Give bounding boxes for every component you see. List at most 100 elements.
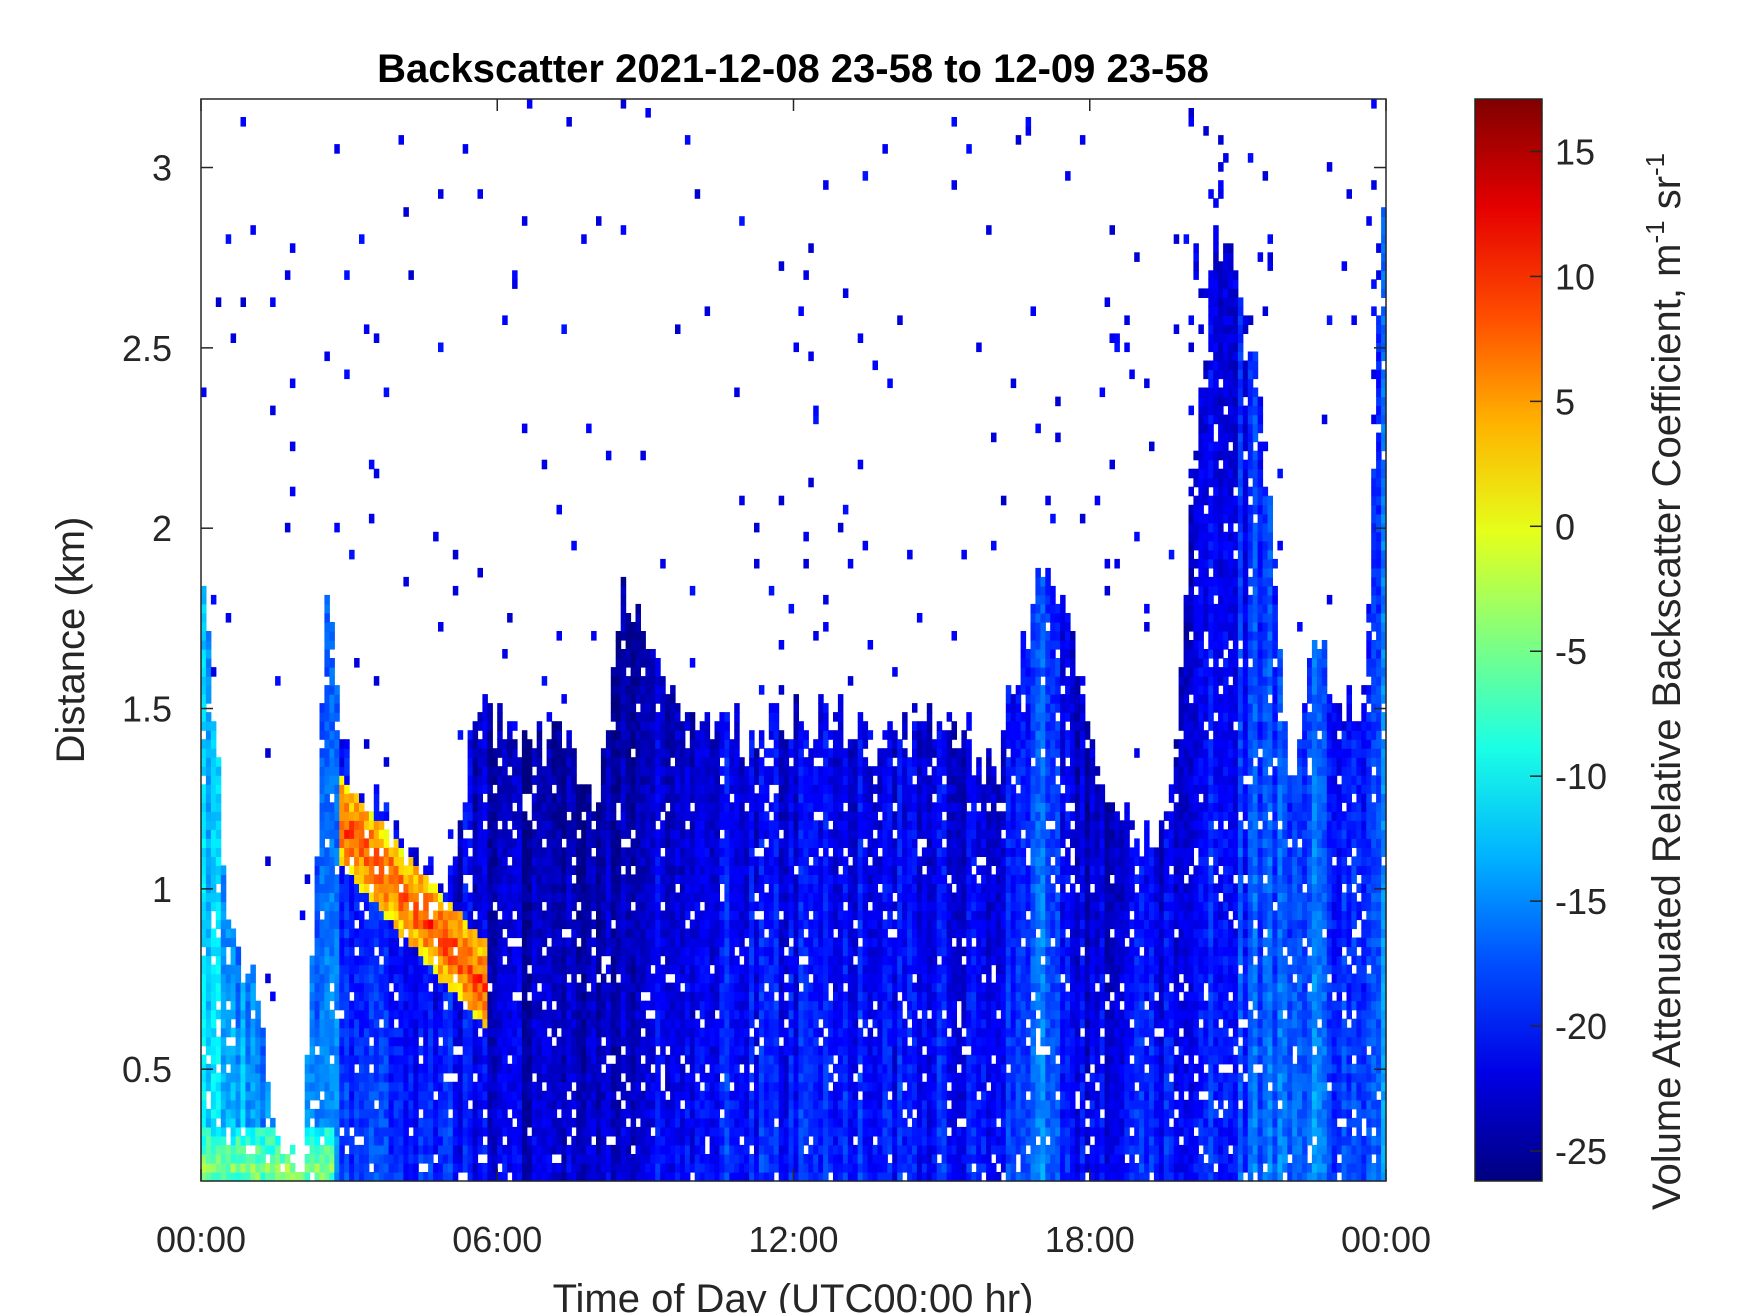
heatmap-cell	[235, 1144, 242, 1155]
heatmap-cell	[502, 1126, 508, 1137]
heatmap-cell	[581, 829, 587, 839]
heatmap-cell	[541, 982, 548, 993]
heatmap-cell	[660, 802, 666, 812]
heatmap-cell	[571, 991, 577, 1002]
heatmap-cell	[255, 1135, 261, 1146]
heatmap-cell	[749, 973, 755, 984]
heatmap-cell	[719, 712, 725, 722]
heatmap-cell	[699, 1063, 706, 1074]
heatmap-cell	[250, 1018, 256, 1029]
heatmap-cell	[541, 1018, 548, 1029]
heatmap-cell	[235, 1108, 242, 1119]
heatmap-cell	[675, 856, 681, 866]
heatmap-cell	[566, 847, 572, 857]
heatmap-cell	[205, 1163, 212, 1173]
heatmap-cell	[521, 901, 528, 912]
heatmap-cell	[645, 838, 651, 848]
heatmap-cell	[724, 991, 730, 1002]
heatmap-cell	[571, 540, 577, 551]
heatmap-cell	[665, 1054, 671, 1065]
heatmap-cell	[250, 982, 256, 993]
heatmap-cell	[630, 694, 637, 704]
heatmap-cell	[467, 946, 474, 957]
heatmap-cell	[665, 1108, 671, 1119]
heatmap-cell	[566, 757, 572, 767]
heatmap-cell	[368, 820, 375, 830]
heatmap-cell	[383, 1154, 390, 1164]
heatmap-cell	[359, 946, 365, 957]
heatmap-cell	[428, 1072, 434, 1083]
heatmap-cell	[660, 1154, 666, 1164]
heatmap-cell	[546, 1117, 553, 1128]
heatmap-cell	[531, 1054, 538, 1065]
heatmap-cell	[334, 946, 340, 957]
heatmap-cell	[655, 748, 661, 758]
heatmap-cell	[615, 1027, 622, 1038]
heatmap-cell	[665, 748, 671, 758]
heatmap-cell	[625, 694, 632, 704]
heatmap-cell	[339, 838, 345, 848]
heatmap-cell	[630, 946, 637, 957]
heatmap-cell	[749, 802, 755, 812]
heatmap-cell	[438, 622, 444, 632]
heatmap-cell	[744, 865, 750, 875]
heatmap-cell	[675, 1054, 681, 1065]
heatmap-cell	[689, 1099, 696, 1110]
heatmap-cell	[739, 1163, 745, 1173]
heatmap-cell	[452, 901, 459, 912]
heatmap-cell	[418, 964, 424, 975]
heatmap-cell	[665, 1163, 671, 1173]
heatmap-cell	[625, 703, 632, 713]
heatmap-cell	[650, 757, 656, 767]
heatmap-cell	[670, 856, 676, 866]
heatmap-cell	[373, 1072, 380, 1083]
heatmap-cell	[517, 1172, 523, 1182]
heatmap-cell	[349, 1117, 355, 1128]
heatmap-cell	[749, 766, 755, 776]
heatmap-cell	[329, 1126, 335, 1137]
heatmap-cell	[517, 1063, 523, 1074]
heatmap-cell	[600, 1144, 607, 1155]
heatmap-cell	[704, 919, 711, 930]
heatmap-cell	[655, 955, 661, 966]
heatmap-cell	[566, 982, 572, 993]
heatmap-cell	[447, 1027, 454, 1038]
heatmap-cell	[210, 594, 217, 605]
heatmap-cell	[260, 1135, 266, 1146]
heatmap-cell	[551, 829, 558, 839]
heatmap-cell	[744, 1126, 750, 1137]
heatmap-cell	[734, 910, 740, 921]
heatmap-cell	[709, 757, 716, 767]
heatmap-cell	[497, 1036, 503, 1047]
heatmap-cell	[630, 676, 637, 686]
heatmap-cell	[423, 1063, 429, 1074]
heatmap-cell	[339, 892, 345, 903]
heatmap-cell	[556, 865, 562, 875]
heatmap-cell	[665, 829, 671, 839]
heatmap-cell	[309, 964, 316, 975]
heatmap-cell	[398, 135, 404, 145]
heatmap-cell	[388, 1000, 395, 1011]
heatmap-cell	[205, 820, 212, 830]
heatmap-cell	[551, 910, 558, 921]
heatmap-cell	[210, 865, 217, 875]
heatmap-cell	[205, 1018, 212, 1029]
heatmap-cell	[373, 1163, 380, 1173]
heatmap-cell	[591, 1009, 597, 1020]
heatmap-cell	[660, 919, 666, 930]
heatmap-cell	[788, 847, 795, 857]
heatmap-cell	[359, 937, 365, 948]
heatmap-cell	[408, 1045, 414, 1056]
heatmap-cell	[329, 721, 335, 731]
heatmap-cell	[704, 730, 711, 740]
heatmap-cell	[729, 856, 735, 866]
heatmap-cell	[576, 883, 582, 893]
heatmap-cell	[650, 1154, 656, 1164]
heatmap-cell	[220, 964, 227, 975]
heatmap-cell	[635, 622, 641, 632]
heatmap-cell	[235, 1054, 242, 1065]
heatmap-cell	[704, 1036, 711, 1047]
heatmap-cell	[220, 1135, 227, 1146]
heatmap-cell	[650, 667, 656, 677]
heatmap-cell	[763, 1009, 770, 1020]
